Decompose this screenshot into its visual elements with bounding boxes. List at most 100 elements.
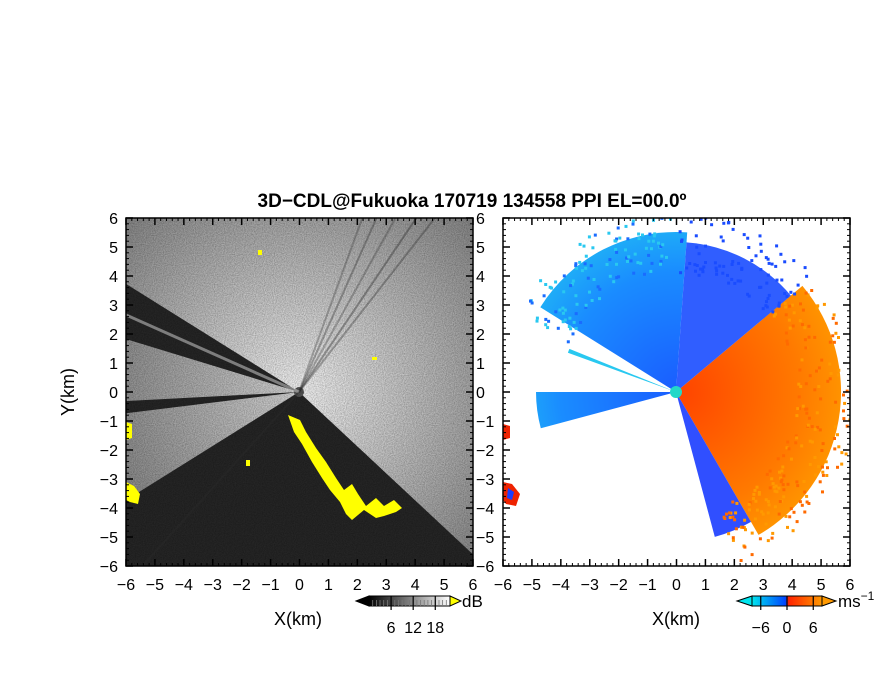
- velocity-speckle: [562, 274, 566, 278]
- velocity-speckle: [689, 220, 693, 224]
- velocity-speckle: [821, 442, 825, 446]
- velocity-speckle: [783, 260, 787, 264]
- velocity-speckle: [535, 316, 539, 320]
- velocity-speckle: [530, 301, 534, 305]
- velocity-speckle: [803, 266, 807, 270]
- velocity-speckle: [845, 389, 849, 393]
- velocity-speckle: [834, 425, 837, 429]
- velocity-speckle: [584, 266, 588, 270]
- y-tick-label-right: −4: [476, 501, 494, 518]
- velocity-speckle: [650, 261, 654, 265]
- velocity-speckle: [796, 484, 800, 488]
- velocity-speckle: [561, 320, 565, 324]
- velocity-speckle: [702, 265, 706, 269]
- velocity-speckle: [652, 234, 656, 238]
- velocity-speckle: [792, 311, 796, 315]
- velocity-speckle: [584, 254, 588, 258]
- velocity-speckle: [746, 292, 750, 296]
- velocity-speckle: [795, 520, 799, 524]
- velocity-speckle: [578, 242, 582, 246]
- velocity-speckle: [829, 372, 833, 375]
- velocity-speckle: [831, 334, 835, 338]
- velocity-speckle: [804, 291, 808, 295]
- velocity-speckle: [582, 244, 586, 248]
- velocity-speckle: [734, 527, 738, 531]
- y-tick-label: 6: [109, 211, 118, 228]
- velocity-speckle: [730, 277, 734, 281]
- velocity-speckle: [569, 327, 573, 331]
- figure-title: 3D−CDL@Fukuoka 170719 134558 PPI EL=00.0…: [258, 191, 687, 212]
- velocity-speckle: [771, 482, 775, 486]
- velocity-speckle: [784, 305, 788, 309]
- velocity-speckle: [837, 368, 841, 372]
- velocity-speckle: [647, 253, 651, 257]
- velocity-speckle: [713, 261, 717, 265]
- velocity-speckle: [766, 500, 770, 503]
- velocity-speckle: [644, 246, 648, 250]
- velocity-speckle: [722, 221, 726, 225]
- velocity-speckle: [699, 267, 703, 271]
- x-tick-label: −2: [233, 577, 251, 594]
- velocity-speckle: [735, 501, 739, 505]
- velocity-speckle: [783, 292, 787, 295]
- velocity-speckle: [831, 316, 835, 320]
- velocity-speckle: [688, 262, 692, 265]
- velocity-speckle: [785, 294, 789, 298]
- velocity-speckle: [798, 319, 802, 323]
- velocity-x-axis-title: X(km): [652, 609, 700, 629]
- velocity-speckle: [820, 449, 824, 452]
- velocity-speckle: [784, 313, 788, 317]
- velocity-speckle: [625, 256, 629, 260]
- velocity-speckle: [786, 342, 790, 346]
- velocity-speckle: [678, 214, 681, 217]
- velocity-speckle: [648, 232, 652, 236]
- velocity-speckle: [836, 433, 839, 437]
- velocity-speckle: [786, 525, 789, 529]
- x-tick-label: −3: [581, 577, 599, 594]
- velocity-speckle: [813, 427, 817, 431]
- velocity-speckle: [792, 259, 796, 263]
- velocity-colorbar-tick-label: 6: [809, 620, 818, 637]
- velocity-speckle: [807, 502, 811, 505]
- y-tick-label: 3: [109, 298, 118, 315]
- velocity-speckle: [665, 255, 668, 259]
- y-tick-label-right: 3: [476, 298, 485, 315]
- velocity-speckle: [596, 285, 600, 289]
- velocity-speckle: [821, 490, 824, 494]
- velocity-speckle: [615, 262, 618, 266]
- velocity-speckle: [725, 512, 728, 516]
- velocity-speckle: [574, 326, 578, 330]
- velocity-speckle: [759, 285, 763, 289]
- velocity-speckle: [810, 425, 814, 429]
- velocity-speckle: [568, 316, 572, 320]
- velocity-speckle: [784, 514, 788, 518]
- velocity-speckle: [631, 222, 635, 226]
- velocity-speckle: [653, 232, 657, 236]
- velocity-speckle: [704, 261, 707, 264]
- velocity-speckle: [826, 466, 829, 470]
- x-tick-label: −6: [117, 577, 135, 594]
- velocity-speckle: [747, 502, 751, 506]
- x-tick-label: 6: [469, 577, 478, 594]
- velocity-speckle: [615, 276, 619, 280]
- velocity-speckle: [694, 269, 697, 273]
- velocity-speckle: [617, 275, 621, 279]
- snr-beam-ray: [298, 218, 437, 393]
- velocity-speckle: [726, 221, 730, 225]
- velocity-speckle: [754, 499, 758, 503]
- velocity-speckle: [788, 515, 792, 519]
- velocity-speckle: [783, 301, 787, 305]
- velocity-speckle: [788, 326, 792, 330]
- velocity-speckle: [782, 495, 786, 499]
- velocity-speckle: [546, 326, 550, 330]
- velocity-speckle: [784, 331, 788, 335]
- velocity-speckle: [765, 300, 768, 304]
- x-tick-label: −5: [523, 577, 541, 594]
- velocity-speckle: [834, 321, 838, 325]
- velocity-speckle: [840, 462, 844, 466]
- velocity-speckle: [824, 460, 828, 464]
- velocity-speckle: [770, 536, 774, 540]
- velocity-speckle: [781, 483, 785, 487]
- velocity-speckle: [794, 434, 798, 438]
- velocity-speckle: [741, 525, 745, 529]
